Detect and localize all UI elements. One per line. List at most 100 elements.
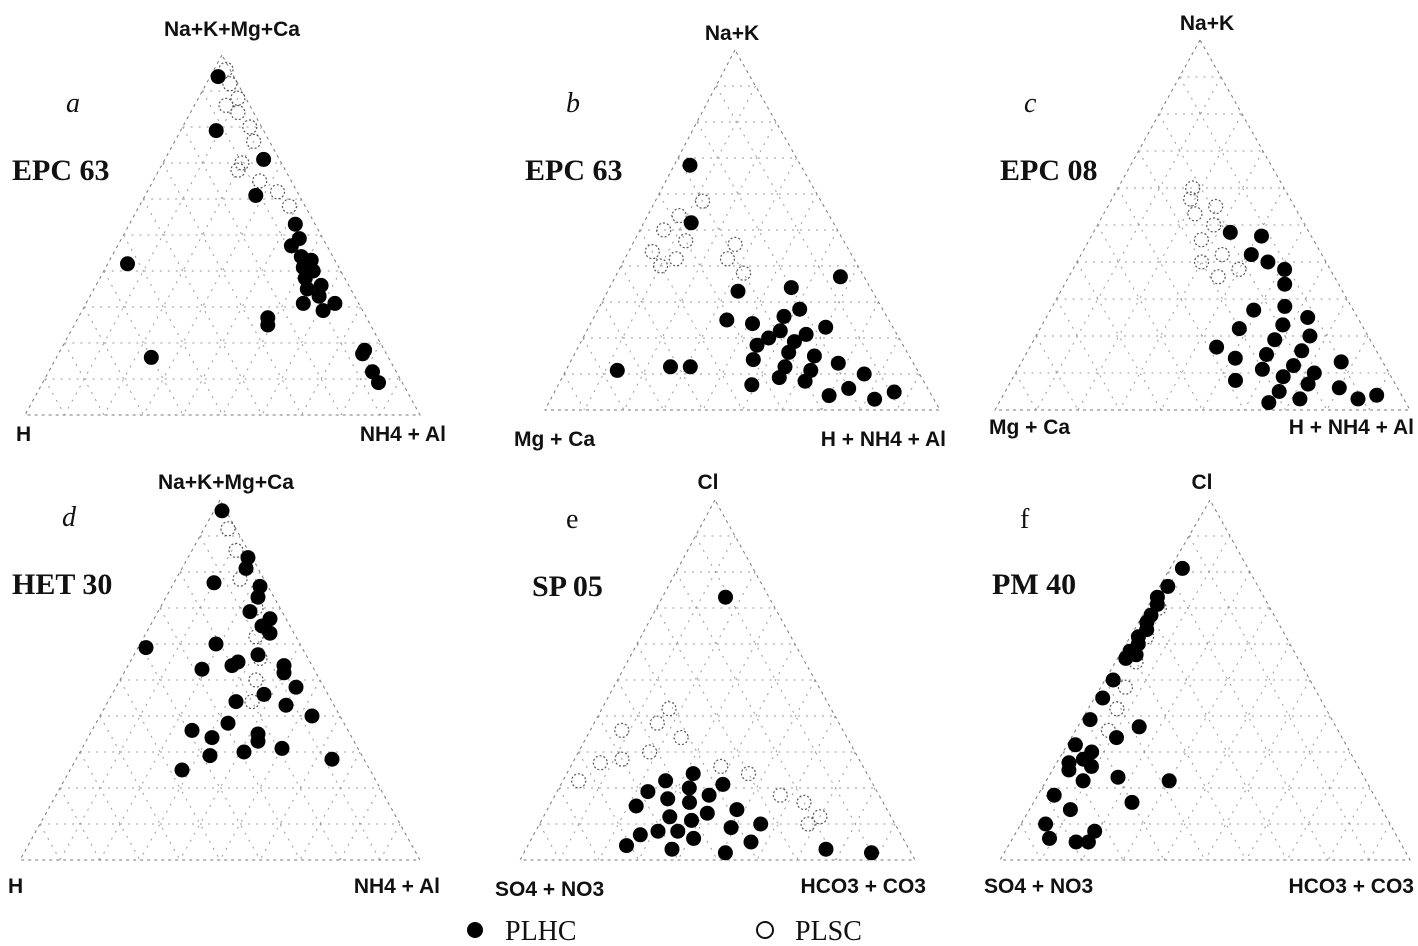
data-point-plhc: [744, 377, 760, 393]
grid-line: [1158, 113, 1328, 411]
panel-letter: b: [566, 88, 580, 119]
data-point-plhc: [715, 776, 731, 792]
data-point-plsc: [1214, 247, 1230, 263]
data-point-plhc: [311, 288, 327, 304]
triangle-outline: [519, 498, 916, 861]
grid-line: [301, 306, 362, 416]
data-point-plsc: [1193, 254, 1210, 270]
grid-line: [99, 715, 181, 861]
data-point-plhc: [798, 326, 814, 342]
grid-line: [83, 306, 144, 416]
data-point-plhc: [664, 841, 680, 857]
grid-line: [103, 270, 184, 416]
grid-line: [620, 265, 704, 411]
data-point-plsc: [649, 715, 665, 731]
data-point-plhc: [818, 319, 834, 335]
data-point-plhc: [1075, 773, 1091, 789]
data-point-plhc: [236, 744, 252, 760]
data-point-plsc: [727, 236, 743, 252]
vertex-left-label: SO4 + NO3: [984, 875, 1093, 898]
grid-line: [1285, 298, 1348, 411]
grid-line: [1167, 571, 1329, 861]
data-point-plhc: [682, 794, 697, 810]
grid-line: [539, 823, 560, 861]
grid-line: [1163, 643, 1291, 861]
data-point-plhc: [1209, 339, 1225, 355]
data-point-plsc: [694, 193, 711, 209]
vertex-right-label: H + NH4 + Al: [821, 428, 946, 451]
triangle-outline: [19, 498, 421, 861]
data-point-plhc: [701, 787, 717, 803]
grid-line: [1122, 607, 1271, 861]
ternary-grid: [999, 498, 1411, 861]
data-point-plsc: [230, 90, 246, 106]
vertex-top-label: Na+K: [1180, 12, 1234, 35]
data-point-plsc: [228, 542, 244, 559]
grid-line: [1188, 535, 1370, 861]
data-point-plhc: [729, 802, 745, 818]
data-point-plhc: [1333, 354, 1349, 370]
grid-line: [636, 643, 758, 861]
data-point-plhc: [210, 69, 226, 85]
data-point-plhc: [1105, 672, 1121, 688]
data-point-plhc: [184, 722, 200, 738]
data-point-plsc: [668, 251, 684, 267]
data-point-plhc: [1062, 802, 1078, 818]
grid-line: [64, 90, 243, 416]
legend-marker-filled: [467, 922, 483, 938]
data-point-plhc: [686, 830, 702, 846]
grid-line: [1125, 643, 1247, 861]
ternary-panel-d: Na+K+Mg+Ca H NH4 + Al d HET 30: [8, 471, 440, 898]
data-point-plsc: [800, 816, 816, 832]
grid-line: [563, 373, 585, 411]
vertex-top-label: Na+K+Mg+Ca: [164, 18, 300, 41]
data-point-plhc: [640, 784, 656, 800]
data-point-plhc: [214, 503, 230, 519]
data-point-plsc: [1187, 206, 1203, 222]
data-point-plhc: [202, 748, 218, 764]
data-point-plsc: [713, 758, 729, 775]
data-point-plhc: [776, 308, 792, 324]
data-point-plhc: [783, 280, 799, 296]
data-point-plhc: [1275, 369, 1291, 385]
data-point-plsc: [1206, 217, 1222, 233]
vertex-top-label: Cl: [698, 471, 719, 494]
vertex-right-label: H + NH4 + Al: [1289, 416, 1414, 439]
panel-letter: d: [62, 502, 77, 533]
data-point-plhc: [1061, 762, 1077, 778]
data-point-plhc: [1118, 650, 1134, 666]
triangle-outline: [544, 48, 941, 411]
grid-line: [1056, 298, 1120, 411]
data-point-plhc: [1160, 578, 1176, 594]
data-point-plhc: [1246, 302, 1262, 318]
data-point-plsc: [220, 521, 236, 537]
data-point-plhc: [682, 157, 698, 173]
data-point-plsc: [244, 693, 260, 710]
data-point-plhc: [283, 238, 299, 254]
data-point-plhc: [299, 281, 315, 297]
grid-line: [1204, 679, 1311, 861]
data-point-plsc: [248, 672, 264, 688]
legend-marker-open: [756, 921, 774, 939]
data-point-plhc: [1254, 228, 1269, 244]
data-point-plhc: [1038, 816, 1054, 832]
data-point-plhc: [797, 373, 813, 389]
data-point-plhc: [1131, 719, 1147, 735]
data-point-plhc: [745, 316, 760, 332]
data-point-plhc: [1286, 358, 1301, 374]
data-point-plhc: [1331, 380, 1347, 396]
data-point-plhc: [250, 733, 266, 749]
data-point-plsc: [281, 198, 297, 214]
grid-line: [742, 229, 838, 411]
data-point-plhc: [1260, 254, 1276, 270]
data-point-plhc: [1300, 310, 1316, 325]
data-point-plsc: [230, 104, 246, 121]
data-point-plhc: [761, 330, 777, 346]
data-point-plhc: [670, 823, 686, 839]
site-label: HET 30: [12, 568, 112, 601]
grid-line: [299, 751, 361, 861]
grid-line: [103, 126, 263, 416]
data-point-plhc: [256, 686, 272, 702]
data-point-plhc: [1095, 690, 1111, 706]
